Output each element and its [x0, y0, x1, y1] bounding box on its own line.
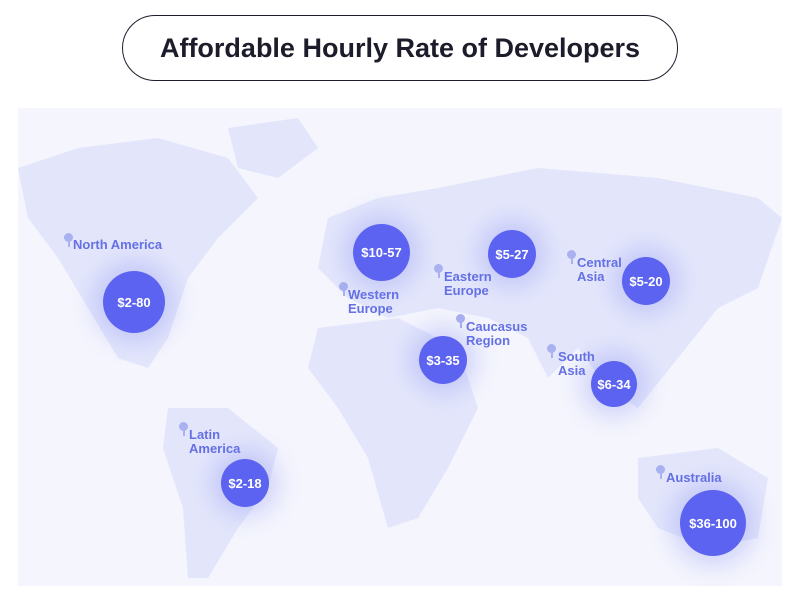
- rate-bubble: $10-57: [353, 224, 410, 281]
- rate-bubble: $3-35: [419, 336, 467, 384]
- map-pin-icon: [456, 314, 465, 328]
- map-pin-icon: [547, 344, 556, 358]
- map-pin-icon: [64, 233, 73, 247]
- region-label: North America: [73, 237, 163, 252]
- map-pin-icon: [567, 250, 576, 264]
- rate-bubble: $5-20: [622, 257, 670, 305]
- rate-bubble: $5-27: [488, 230, 536, 278]
- region-label: South Asia: [558, 349, 595, 378]
- map-pin-icon: [179, 422, 188, 436]
- region-label: Australia: [666, 470, 722, 485]
- region-label: Central Asia: [577, 255, 622, 284]
- world-map-land: [18, 118, 782, 578]
- region-label: Caucasus Region: [466, 319, 528, 348]
- rate-bubble: $6-34: [591, 361, 637, 407]
- map-pin-icon: [339, 282, 348, 296]
- region-label: Eastern Europe: [444, 269, 492, 298]
- rate-bubble: $36-100: [680, 490, 746, 556]
- world-map: [18, 108, 782, 586]
- rate-bubble: $2-80: [103, 271, 165, 333]
- region-label: Latin America: [189, 427, 241, 456]
- map-pin-icon: [434, 264, 443, 278]
- region-label: Western Europe: [348, 287, 400, 316]
- map-pin-icon: [656, 465, 665, 479]
- rate-bubble: $2-18: [221, 459, 269, 507]
- page-title: Affordable Hourly Rate of Developers: [122, 15, 678, 81]
